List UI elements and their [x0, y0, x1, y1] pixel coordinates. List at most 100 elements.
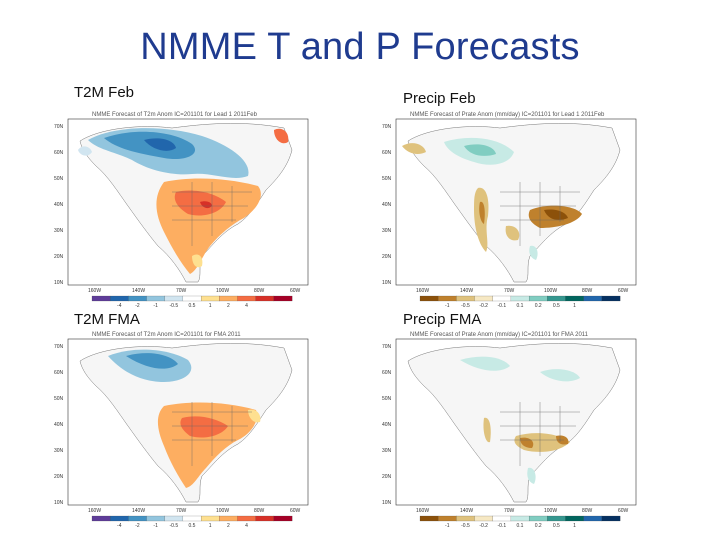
colorbar-swatch — [255, 515, 275, 522]
colorbar-swatch — [419, 295, 439, 302]
lat-tick: 40N — [54, 202, 64, 208]
colorbar-swatch — [128, 515, 147, 522]
t2m-fma-map: NMME Forecast of T2m Anom IC=201101 for … — [54, 332, 309, 529]
colorbar-swatch — [182, 295, 202, 302]
lat-tick: 30N — [54, 228, 64, 234]
colorbar-swatch — [565, 295, 584, 302]
colorbar-swatch — [110, 515, 129, 522]
map-panel-precip-feb: NMME Forecast of Prate Anom (mm/day) IC=… — [380, 106, 642, 314]
colorbar-tick-label: 0.5 — [189, 523, 196, 529]
colorbar-swatch — [91, 295, 111, 302]
map-panel-t2m-feb: NMME Forecast of T2m Anom IC=201101 for … — [52, 106, 314, 314]
colorbar-swatch — [219, 515, 238, 522]
lon-tick: 160W — [416, 508, 429, 514]
lon-tick: 60W — [618, 508, 629, 514]
dry-anomaly-west — [483, 417, 491, 443]
lat-tick: 10N — [382, 500, 392, 506]
colorbar-tick-label: 0.2 — [535, 303, 542, 309]
lat-tick: 60N — [54, 370, 64, 376]
colorbar-swatch — [237, 515, 256, 522]
colorbar-tick-label: 0.5 — [189, 303, 196, 309]
cold-anomaly-strong — [144, 138, 176, 151]
lon-tick: 80W — [582, 508, 593, 514]
lon-tick: 140W — [132, 508, 145, 514]
colorbar-tick-label: -0.5 — [170, 303, 179, 309]
precip-fma-map: NMME Forecast of Prate Anom (mm/day) IC=… — [382, 332, 637, 529]
precip-feb-map: NMME Forecast of Prate Anom (mm/day) IC=… — [382, 112, 637, 309]
colorbar-tick-label: -0.1 — [498, 523, 507, 529]
lon-tick: 80W — [254, 288, 265, 294]
colorbar-tick-label: -0.2 — [479, 523, 488, 529]
map-panel-t2m-fma: NMME Forecast of T2m Anom IC=201101 for … — [52, 326, 314, 534]
lon-tick: 160W — [88, 508, 101, 514]
colorbar-tick-label: 1 — [573, 303, 576, 309]
lon-tick: 70W — [176, 288, 187, 294]
colorbar-swatch — [456, 515, 475, 522]
state-borders — [172, 182, 252, 246]
lon-tick: 80W — [254, 508, 265, 514]
colorbar-swatch — [474, 295, 494, 302]
colorbar-tick-label: 4 — [245, 523, 248, 529]
dry-anomaly-texas-core — [520, 437, 534, 448]
map-header: NMME Forecast of Prate Anom (mm/day) IC=… — [410, 332, 589, 338]
colorbar-tick-label: -1 — [153, 303, 158, 309]
dry-anomaly-texas — [505, 225, 520, 241]
colorbar-tick-label: 1 — [209, 303, 212, 309]
warm-anomaly-greenland — [274, 128, 289, 144]
colorbar-tick-label: 0.1 — [517, 303, 524, 309]
wet-anomaly-mexico — [527, 467, 536, 484]
map-panel-precip-fma: NMME Forecast of Prate Anom (mm/day) IC=… — [380, 326, 642, 534]
lat-tick: 60N — [382, 150, 392, 156]
lat-tick: 50N — [54, 176, 64, 182]
cold-anomaly-core — [126, 353, 178, 369]
lat-tick: 50N — [54, 396, 64, 402]
lat-tick: 10N — [54, 500, 64, 506]
colorbar-tick-label: -0.2 — [479, 303, 488, 309]
lon-tick: 80W — [582, 288, 593, 294]
wet-anomaly-mexico — [529, 245, 538, 260]
lat-tick: 70N — [54, 344, 64, 350]
warm-anomaly-core — [180, 416, 228, 438]
lon-tick: 140W — [460, 508, 473, 514]
lon-tick: 60W — [290, 288, 301, 294]
colorbar-swatch — [438, 295, 457, 302]
colorbar-swatch — [510, 295, 530, 302]
colorbar-swatch — [456, 295, 475, 302]
colorbar-swatch — [164, 515, 184, 522]
colorbar-tick-label: -1 — [445, 303, 450, 309]
lat-tick: 20N — [54, 254, 64, 260]
lat-tick: 60N — [382, 370, 392, 376]
colorbar-tick-label: 1 — [573, 523, 576, 529]
dry-anomaly-alaska — [402, 143, 426, 154]
lat-tick: 50N — [382, 396, 392, 402]
lat-tick: 50N — [382, 176, 392, 182]
colorbar-tick-label: 0.2 — [535, 523, 542, 529]
colorbar-swatch — [492, 295, 512, 302]
colorbar-tick-label: -1 — [445, 523, 450, 529]
lon-tick: 100W — [216, 288, 229, 294]
colorbar-tick-label: 4 — [245, 303, 248, 309]
map-header: NMME Forecast of T2m Anom IC=201101 for … — [92, 112, 258, 118]
land-outline — [407, 343, 621, 503]
lat-tick: 40N — [382, 422, 392, 428]
colorbar-tick-label: -2 — [135, 303, 140, 309]
lon-tick: 100W — [544, 508, 557, 514]
colorbar-tick-label: -0.5 — [461, 303, 470, 309]
warm-anomaly-core — [174, 190, 226, 216]
colorbar-swatch — [146, 295, 166, 302]
colorbar-tick-label: 0.1 — [517, 523, 524, 529]
colorbar-tick-label: -1 — [153, 523, 158, 529]
state-borders — [500, 402, 580, 466]
colorbar-swatch — [528, 515, 548, 522]
lon-tick: 140W — [132, 288, 145, 294]
wet-anomaly-canada — [540, 369, 580, 382]
colorbar-swatch — [273, 515, 293, 522]
colorbar-swatch — [110, 295, 129, 302]
lat-tick: 30N — [382, 448, 392, 454]
lat-tick: 10N — [54, 280, 64, 286]
lat-tick: 40N — [54, 422, 64, 428]
lon-tick: 160W — [88, 288, 101, 294]
state-borders — [172, 402, 252, 466]
colorbar-swatch — [601, 295, 621, 302]
colorbar-swatch — [547, 295, 566, 302]
